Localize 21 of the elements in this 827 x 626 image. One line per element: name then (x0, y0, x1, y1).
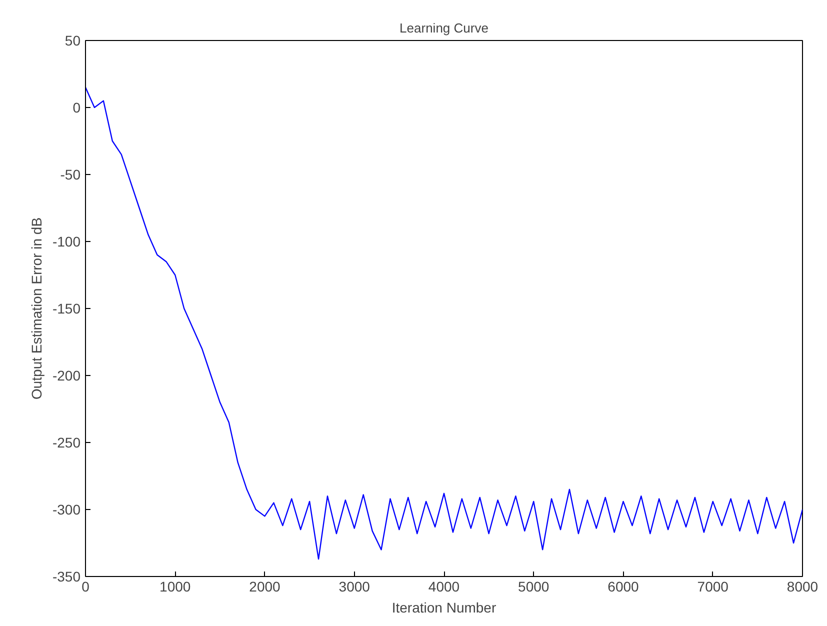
chart-title: Learning Curve (400, 20, 488, 36)
x-tick-label: 7000 (697, 578, 729, 594)
line-series (86, 86, 802, 560)
x-tick-label: 2000 (249, 578, 281, 594)
x-tick-label: 6000 (608, 578, 640, 594)
y-tick-label: 50 (64, 32, 81, 48)
y-tick-label: -50 (60, 166, 81, 182)
y-tick-label: -350 (52, 568, 81, 584)
x-tick-label: 5000 (518, 578, 550, 594)
y-tick-label: 0 (72, 100, 81, 116)
x-tick-label: 4000 (428, 578, 460, 594)
x-axis-title: Iteration Number (392, 600, 496, 616)
y-axis-title: Output Estimation Error in dB (28, 217, 44, 400)
y-tick-label: -150 (52, 300, 81, 316)
y-tick-label: -250 (52, 434, 81, 450)
x-tick-label: 1000 (160, 578, 191, 594)
x-tick-label: 8000 (786, 578, 818, 594)
x-tick-label: 3000 (338, 578, 370, 594)
y-tick-label: -100 (52, 234, 81, 250)
y-tick-label: -200 (52, 368, 81, 384)
y-tick-label: -300 (52, 502, 81, 518)
